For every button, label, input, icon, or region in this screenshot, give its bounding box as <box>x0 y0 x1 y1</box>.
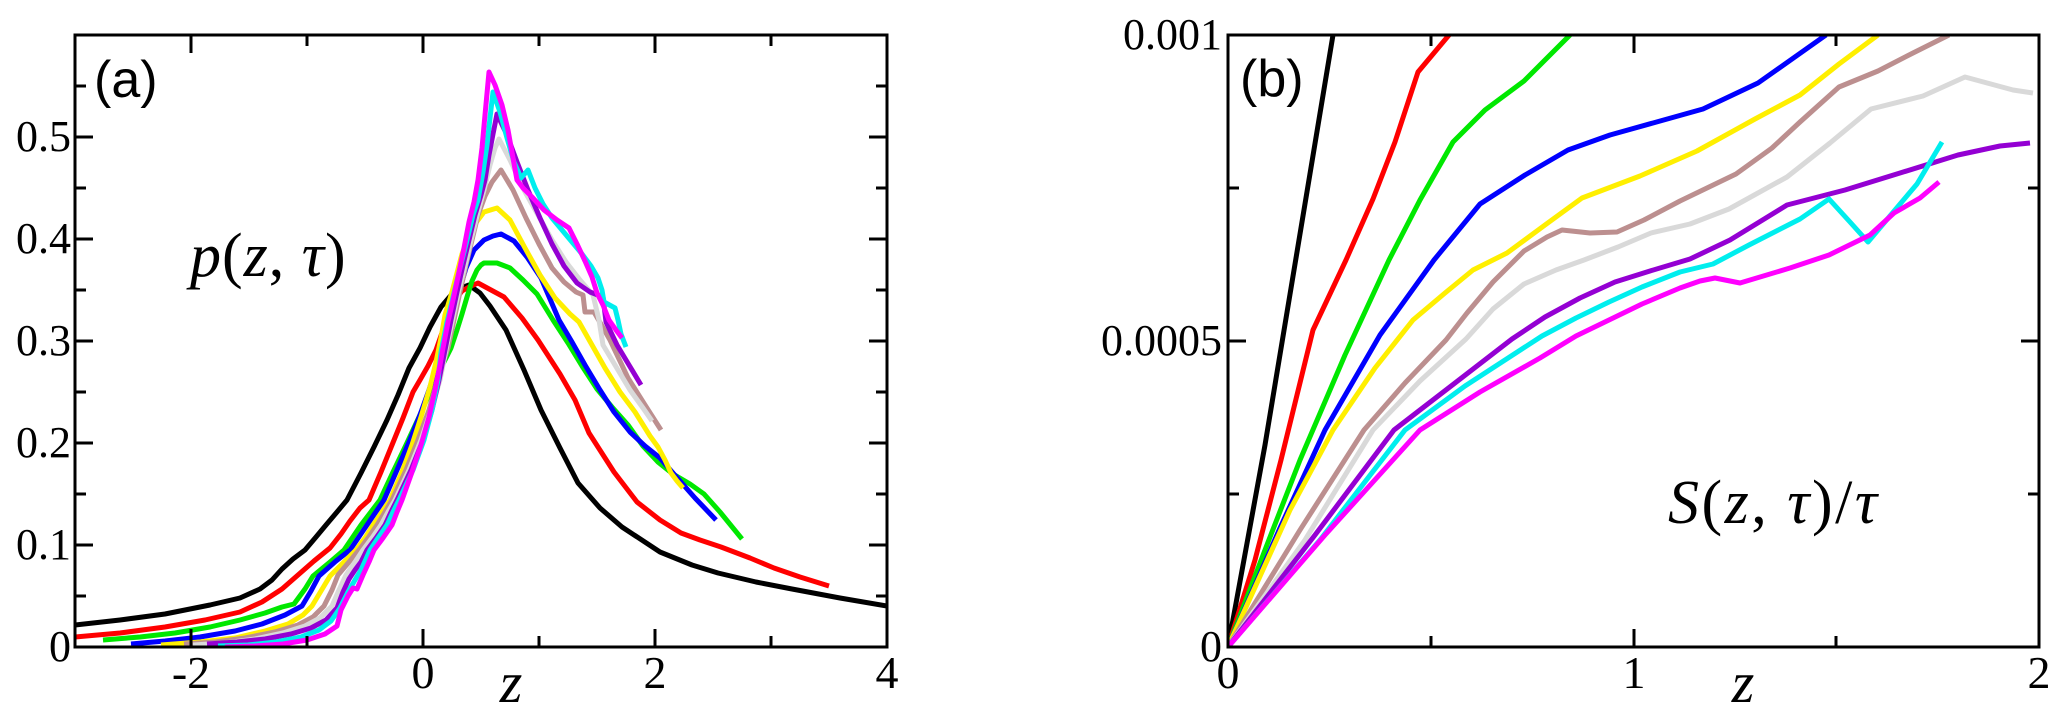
svg-text:(b): (b) <box>1240 50 1304 108</box>
svg-text:0.5: 0.5 <box>16 112 71 161</box>
svg-text:z: z <box>499 650 523 715</box>
svg-text:0.4: 0.4 <box>16 214 71 263</box>
svg-text:0.1: 0.1 <box>16 520 71 569</box>
svg-text:0.0005: 0.0005 <box>1101 316 1222 365</box>
svg-text:2: 2 <box>644 647 667 698</box>
svg-text:-2: -2 <box>172 647 210 698</box>
svg-text:0: 0 <box>49 622 71 671</box>
svg-text:z: z <box>1731 650 1755 715</box>
svg-text:0: 0 <box>1200 622 1222 671</box>
svg-text:S(z, τ)/τ: S(z, τ)/τ <box>1668 469 1880 537</box>
svg-text:p(z, τ): p(z, τ) <box>186 222 347 290</box>
svg-text:0.3: 0.3 <box>16 316 71 365</box>
svg-text:0.2: 0.2 <box>16 418 71 467</box>
svg-text:1: 1 <box>1623 647 1646 698</box>
svg-text:0: 0 <box>412 647 435 698</box>
svg-text:2: 2 <box>2028 647 2051 698</box>
svg-text:0: 0 <box>1217 647 1240 698</box>
svg-text:4: 4 <box>876 647 899 698</box>
svg-text:0.001: 0.001 <box>1123 10 1222 59</box>
svg-text:(a): (a) <box>94 51 158 109</box>
